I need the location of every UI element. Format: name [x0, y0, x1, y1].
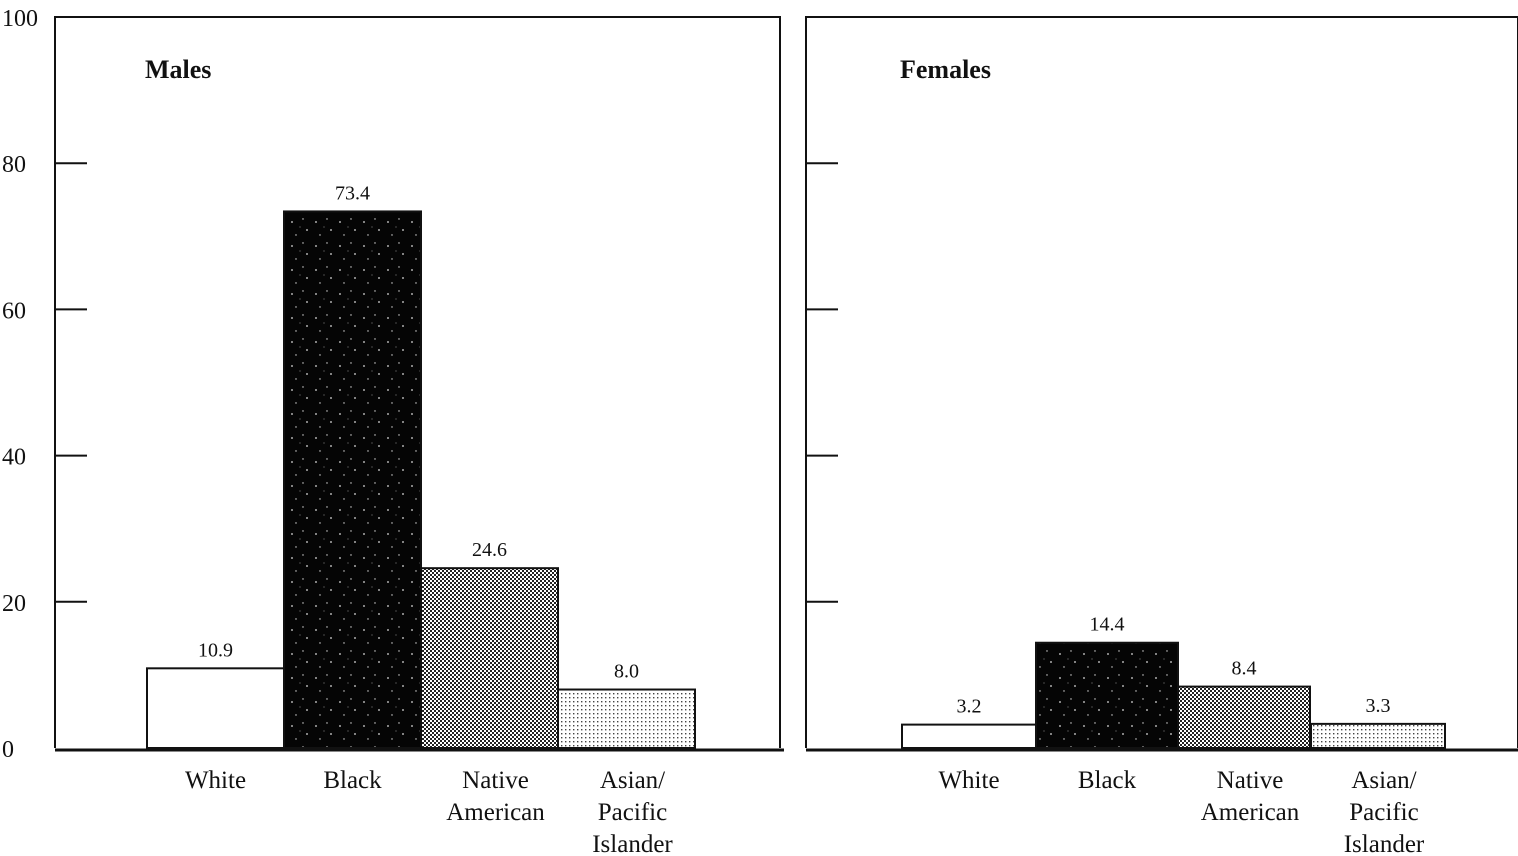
y-tick-label: 100 — [2, 6, 38, 32]
bar-1 — [283, 210, 422, 750]
x-category-label: Asian/Pacific Islander — [592, 767, 673, 856]
bar-value-label: 14.4 — [1090, 614, 1125, 636]
x-category-label-line: White — [185, 767, 246, 794]
panel-frame — [805, 16, 1518, 748]
bar-0 — [146, 667, 285, 749]
x-category-label: Native American — [1201, 767, 1300, 826]
y-tick-label: 20 — [2, 591, 26, 617]
x-category-label-line: White — [938, 767, 999, 794]
bar-3 — [1310, 722, 1446, 750]
y-tick-label: 80 — [2, 152, 26, 178]
bar-value-label: 10.9 — [198, 639, 233, 661]
y-tick-label: 40 — [2, 445, 26, 471]
x-category-label-line: Islander — [592, 831, 673, 856]
x-category-label: Black — [1078, 767, 1137, 794]
x-category-label-line: Pacific — [598, 799, 667, 826]
x-category-label-line: Asian/ — [600, 767, 665, 794]
x-category-label-line: Pacific — [1349, 799, 1418, 826]
x-category-label-line: American — [1201, 799, 1300, 826]
x-category-label-line: Black — [1078, 767, 1137, 794]
panel-title: Males — [145, 55, 211, 84]
bar-value-label: 3.2 — [957, 696, 982, 718]
bar-value-label: 24.6 — [472, 539, 507, 561]
x-category-label: Black — [323, 767, 382, 794]
bar-0 — [901, 723, 1037, 749]
bar-value-label: 3.3 — [1366, 695, 1391, 717]
bar-value-label: 8.0 — [614, 661, 639, 683]
y-tick-label: 60 — [2, 298, 26, 324]
x-category-label: Asian/Pacific Islander — [1344, 767, 1425, 856]
x-category-label-line: American — [446, 799, 545, 826]
x-category-label: Native American — [446, 767, 545, 826]
bar-1 — [1035, 641, 1179, 750]
x-category-label-line: Black — [323, 767, 382, 794]
x-category-label-line: Islander — [1344, 831, 1425, 856]
chart-panel-1: Females 3.2 White 14.4 Black 8.4 Native America… — [805, 16, 1518, 856]
x-category-label-line: Asian/ — [1351, 767, 1416, 794]
x-category-label: White — [185, 767, 246, 794]
bar-value-label: 8.4 — [1232, 658, 1257, 680]
chart-panel-0: 0 20 40 60 80 100 Males 10.9 White 73.4 Black 24.6 N… — [2, 6, 784, 856]
bar-2 — [1177, 685, 1311, 750]
bar-value-label: 73.4 — [335, 182, 370, 204]
panel-frame — [54, 16, 781, 748]
y-tick-label: 0 — [2, 737, 14, 763]
x-category-label-line: Native — [1217, 767, 1284, 794]
bar-2 — [420, 567, 559, 750]
panel-title: Females — [900, 55, 991, 84]
x-category-label: White — [938, 767, 999, 794]
bar-3 — [557, 688, 696, 750]
x-category-label-line: Native — [462, 767, 529, 794]
